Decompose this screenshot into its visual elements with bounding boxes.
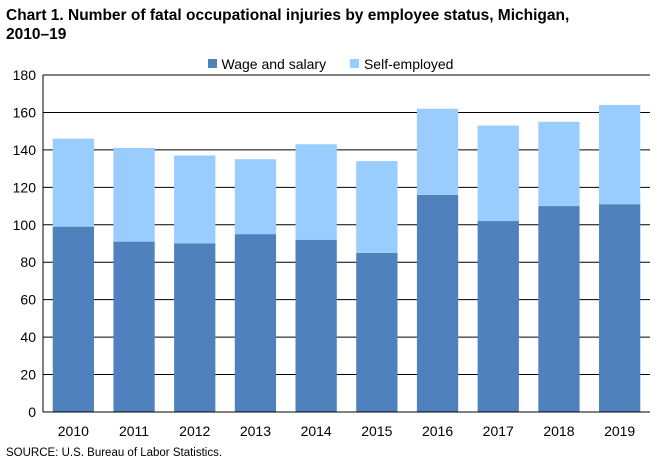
bar-wage-2016: [416, 194, 459, 412]
x-tick-label: 2019: [604, 423, 635, 439]
y-tick-label: 0: [28, 404, 36, 420]
x-tick-label: 2016: [422, 423, 453, 439]
bar-self-2010: [52, 138, 94, 227]
bar-wage-2019: [599, 204, 641, 412]
x-tick-label: 2015: [361, 423, 392, 439]
source-note: SOURCE: U.S. Bureau of Labor Statistics.: [6, 447, 223, 459]
bar-self-2016: [416, 108, 459, 195]
y-tick-label: 100: [13, 217, 37, 233]
x-tick-label: 2010: [58, 423, 89, 439]
bar-wage-2017: [477, 221, 519, 412]
legend-item-wage: Wage and salary: [207, 55, 327, 73]
y-tick-label: 160: [13, 104, 37, 120]
y-tick-label: 20: [20, 367, 36, 383]
legend-label-wage: Wage and salary: [221, 55, 327, 72]
bar-self-2011: [113, 148, 155, 242]
x-tick-label: 2018: [543, 423, 574, 439]
bar-self-2013: [234, 159, 277, 235]
bar-wage-2010: [52, 226, 94, 412]
chart-legend: Wage and salary Self-employed: [0, 54, 661, 73]
bar-self-2019: [599, 104, 641, 205]
chart-title-line-1: Chart 1. Number of fatal occupational in…: [6, 7, 570, 24]
x-tick-label: 2017: [483, 423, 514, 439]
bar-self-2014: [295, 144, 337, 240]
bar-wage-2013: [234, 234, 277, 412]
x-tick-label: 2013: [240, 423, 271, 439]
bar-self-2015: [356, 161, 398, 253]
legend-item-self: Self-employed: [349, 55, 454, 73]
y-tick-label: 140: [13, 142, 37, 158]
y-tick-label: 120: [13, 179, 37, 195]
chart-title-line-2: 2010–19: [6, 26, 67, 43]
bar-wage-2018: [538, 206, 580, 412]
x-tick-label: 2014: [301, 423, 332, 439]
y-tick-label: 60: [20, 292, 36, 308]
y-tick-label: 180: [13, 67, 37, 83]
bar-chart: 0 20 40 60 80 100 120 140 160 180 2010 2011 2012 2013…: [13, 67, 650, 439]
bar-wage-2012: [174, 243, 216, 412]
bar-self-2012: [174, 155, 216, 244]
bar-self-2018: [538, 121, 580, 207]
legend-swatch-wage: [207, 59, 217, 68]
y-tick-label: 40: [20, 329, 36, 345]
y-tick-label: 80: [20, 254, 36, 270]
bar-self-2017: [477, 125, 519, 222]
chart-title: Chart 1. Number of fatal occupational in…: [6, 6, 656, 44]
bar-wage-2014: [295, 239, 337, 412]
bar-wage-2011: [113, 241, 155, 412]
bar-wage-2015: [356, 252, 398, 412]
legend-swatch-self: [349, 59, 359, 68]
x-tick-label: 2011: [119, 423, 149, 439]
x-tick-label: 2012: [179, 423, 210, 439]
legend-label-self: Self-employed: [363, 55, 454, 72]
